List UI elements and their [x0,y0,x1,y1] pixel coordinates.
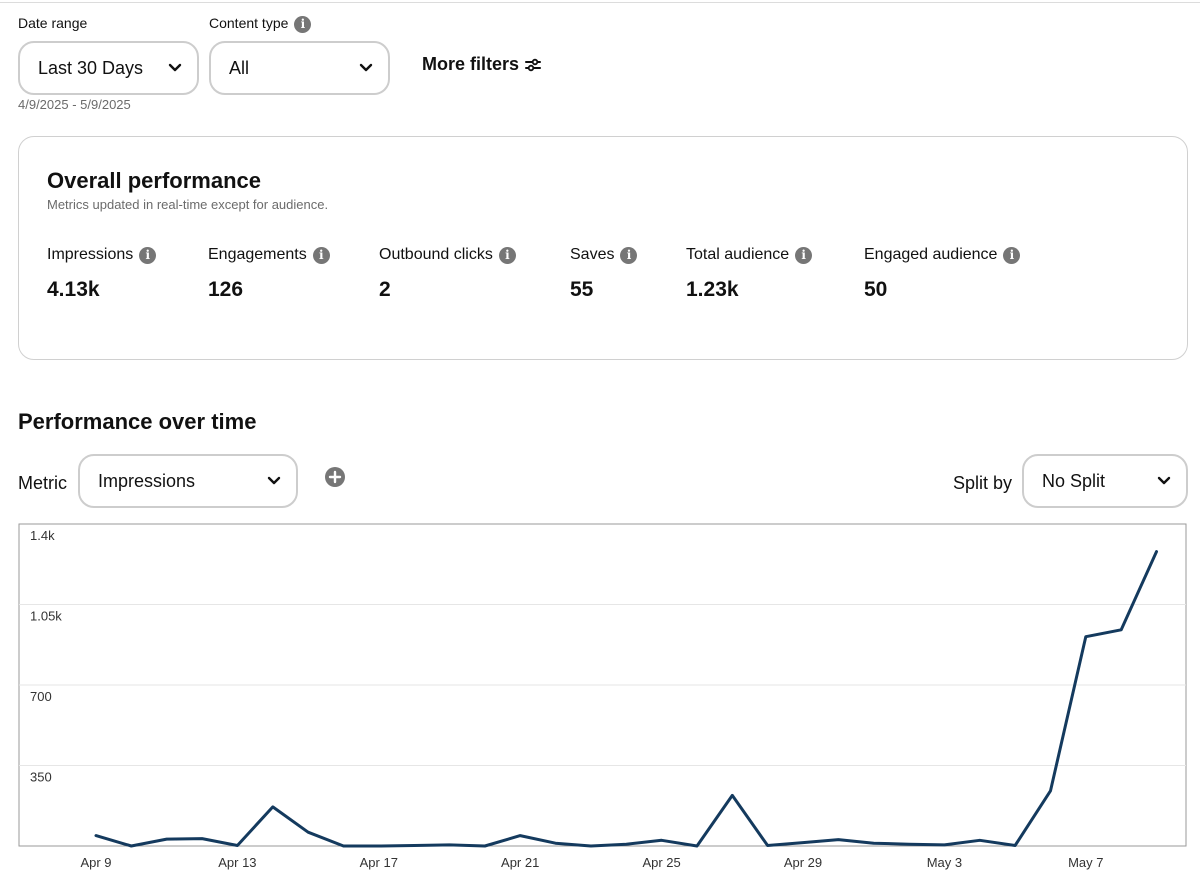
split-by-value: No Split [1042,470,1106,491]
x-tick-label: May 3 [927,855,962,870]
x-tick-label: Apr 25 [642,855,680,870]
more-filters-label: More filters [422,54,520,74]
metric-label: Impressions [47,246,134,263]
split-by-label: Split by [953,473,1013,493]
impressions-line [94,550,1158,848]
content-type-select[interactable]: All [209,41,390,95]
metric-impressions: Impressions i 4.13k [47,244,157,302]
info-icon[interactable]: i [294,15,312,33]
overall-performance-title: Overall performance [47,168,261,193]
content-type-value: All [229,57,250,78]
y-tick-label: 1.05k [30,609,62,624]
performance-over-time-title: Performance over time [18,409,257,434]
metric-value: 4.13k [47,278,100,301]
chart-svg: 1.4k 1.05k 700 350 Apr 9 Apr 13 Apr 17 Apr 21 Ap… [18,523,1187,870]
top-divider [0,2,1200,3]
more-filters-button[interactable]: More filters [422,54,542,75]
date-range-dates: 4/9/2025 - 5/9/2025 [18,97,131,112]
y-tick-label: 700 [30,689,52,704]
metric-select[interactable]: Impressions [78,454,298,508]
metric-value: 55 [570,278,594,301]
metric-value: 2 [379,278,391,301]
metric-label: Saves [570,246,615,263]
metric-value: 126 [208,278,244,301]
metric-engagements: Engagements i 126 [208,244,330,302]
chevron-down-icon [165,58,185,78]
metric-value: 1.23k [686,278,739,301]
x-tick-label: Apr 29 [784,855,822,870]
chevron-down-icon [356,58,376,78]
y-tick-label: 1.4k [30,528,55,543]
info-icon[interactable]: i [139,246,157,264]
metric-value: 50 [864,278,888,301]
metric-select-label: Metric [18,473,67,493]
info-icon[interactable]: i [1003,246,1021,264]
chevron-down-icon [1154,471,1174,491]
date-range-label: Date range [18,15,88,31]
chevron-down-icon [264,471,284,491]
y-tick-label: 350 [30,770,52,785]
x-tick-label: May 7 [1068,855,1103,870]
plus-circle-icon[interactable] [325,467,345,487]
x-tick-label: Apr 9 [80,855,111,870]
date-range-select[interactable]: Last 30 Days [18,41,199,95]
x-tick-label: Apr 17 [360,855,398,870]
metric-engaged-audience: Engaged audience i 50 [864,244,1021,302]
overall-performance-subtitle: Metrics updated in real-time except for … [47,197,329,212]
overall-performance-card: Overall performance Metrics updated in r… [18,136,1188,360]
metric-label: Outbound clicks [379,246,493,263]
info-icon[interactable]: i [620,246,638,264]
metric-label: Engaged audience [864,246,998,263]
metric-label: Engagements [208,246,307,263]
x-tick-label: Apr 21 [501,855,539,870]
info-icon[interactable]: i [312,246,330,264]
sliders-icon [525,58,542,71]
info-icon[interactable]: i [498,246,516,264]
impressions-chart[interactable]: 1.4k 1.05k 700 350 Apr 9 Apr 13 Apr 17 Apr 21 Ap… [18,523,1188,876]
content-type-label: Content type i [209,15,312,33]
x-tick-label: Apr 13 [218,855,256,870]
metric-outbound-clicks: Outbound clicks i 2 [379,244,516,302]
split-by-select[interactable]: No Split [1022,454,1188,508]
info-icon[interactable]: i [795,246,813,264]
metric-total-audience: Total audience i 1.23k [686,244,813,302]
metric-label: Total audience [686,246,790,263]
date-range-value: Last 30 Days [38,57,144,78]
metric-saves: Saves i 55 [570,244,638,302]
content-type-label-text: Content type [209,15,289,31]
metric-select-value: Impressions [98,470,196,491]
